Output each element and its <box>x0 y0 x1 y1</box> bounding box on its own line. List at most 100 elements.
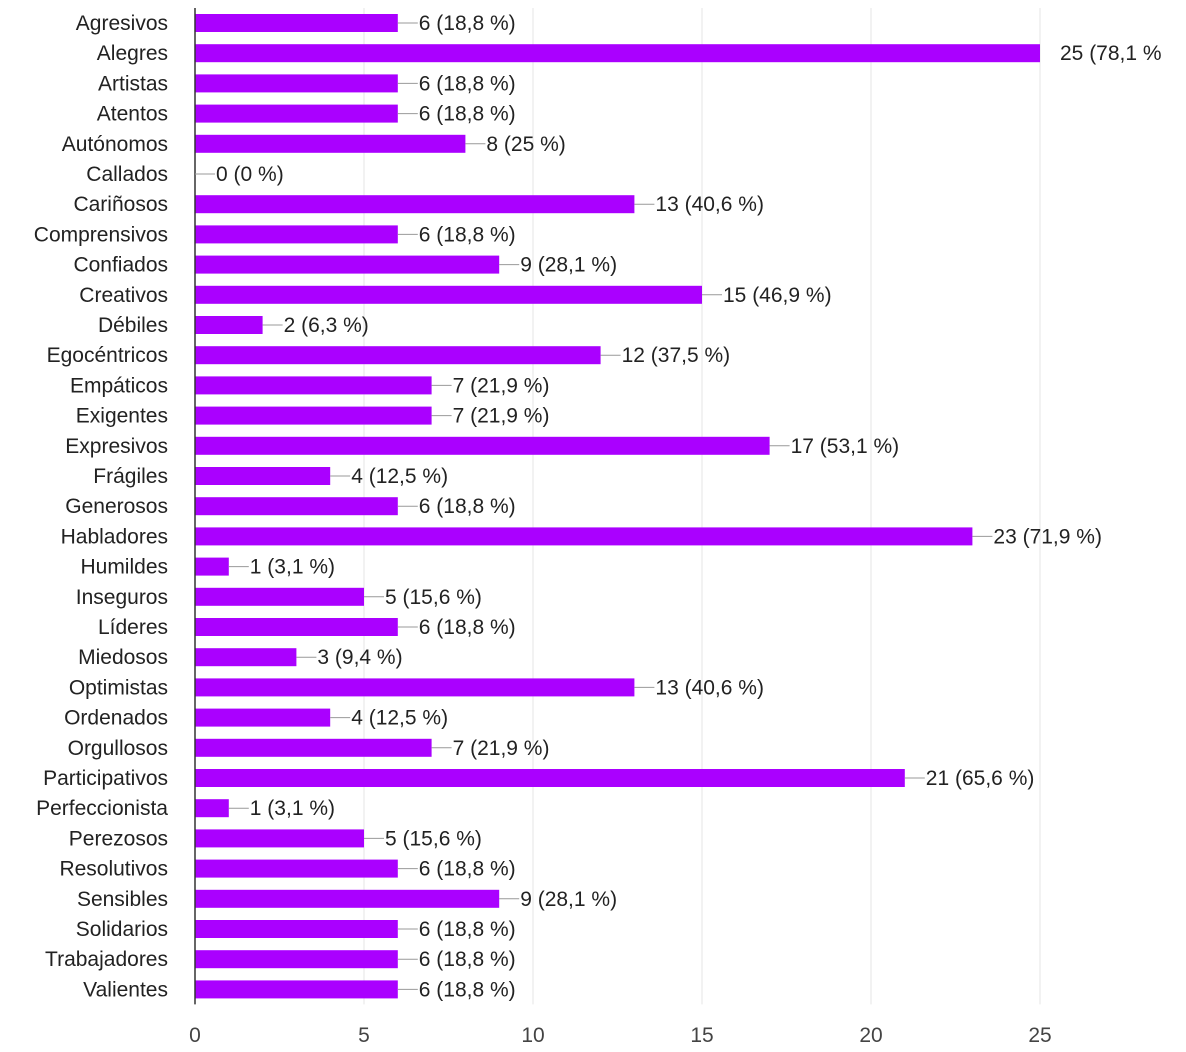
data-label: 2 (6,3 %) <box>284 314 369 337</box>
category-label: Miedosos <box>78 646 168 669</box>
category-label: Callados <box>86 163 168 186</box>
category-label: Orgullosos <box>68 737 168 760</box>
data-label: 4 (12,5 %) <box>351 707 448 730</box>
category-label: Humildes <box>80 556 168 579</box>
category-label: Trabajadores <box>45 948 168 971</box>
bar <box>195 467 331 485</box>
data-label: 17 (53,1 %) <box>791 435 900 458</box>
bar <box>195 346 601 365</box>
category-label: Egocéntricos <box>47 344 168 367</box>
data-label: 13 (40,6 %) <box>655 193 764 216</box>
bar <box>195 134 466 153</box>
bars <box>195 14 1040 999</box>
category-label: Creativos <box>79 284 168 307</box>
category-label: Sensibles <box>77 888 168 911</box>
data-label: 12 (37,5 %) <box>622 344 731 367</box>
category-label: Perezosos <box>69 827 168 850</box>
bar <box>195 44 1040 63</box>
data-label: 6 (18,8 %) <box>419 948 516 971</box>
category-label: Comprensivos <box>34 223 168 246</box>
data-label: 5 (15,6 %) <box>385 586 482 609</box>
bar <box>195 285 702 304</box>
bar <box>195 225 398 244</box>
category-label: Atentos <box>97 103 168 126</box>
bar <box>195 74 398 93</box>
data-label: 6 (18,8 %) <box>419 978 516 1001</box>
data-label: 25 (78,1 % <box>1060 42 1162 65</box>
data-label: 5 (15,6 %) <box>385 827 482 850</box>
data-label: 9 (28,1 %) <box>520 254 617 277</box>
bar <box>195 195 635 214</box>
x-tick-label: 10 <box>521 1024 544 1047</box>
bar <box>195 497 398 516</box>
bar <box>195 738 432 757</box>
x-tick-label: 15 <box>690 1024 713 1047</box>
bar <box>195 678 635 697</box>
data-label: 23 (71,9 %) <box>993 525 1102 548</box>
data-label: 15 (46,9 %) <box>723 284 832 307</box>
category-label: Autónomos <box>62 133 168 156</box>
bar <box>195 316 263 334</box>
category-label: Resolutivos <box>59 858 168 881</box>
x-tick-label: 20 <box>859 1024 882 1047</box>
bar <box>195 859 398 878</box>
data-label: 1 (3,1 %) <box>250 556 335 579</box>
data-label: 3 (9,4 %) <box>317 646 402 669</box>
data-label: 6 (18,8 %) <box>419 223 516 246</box>
bar <box>195 14 398 32</box>
bar <box>195 436 770 455</box>
category-label: Generosos <box>65 495 168 518</box>
data-label: 1 (3,1 %) <box>250 797 335 820</box>
bar <box>195 769 905 787</box>
category-label: Débiles <box>98 314 168 337</box>
category-label: Valientes <box>83 978 168 1001</box>
category-label: Ordenados <box>64 707 168 730</box>
bar <box>195 799 229 818</box>
category-label: Artistas <box>98 72 168 95</box>
category-label: Exigentes <box>76 405 168 428</box>
category-label: Inseguros <box>76 586 168 609</box>
labels: 0 5 10 15 20 25 Agresivos 6 (18,8 %) Alegres 25 (… <box>34 12 1162 1047</box>
category-label: Participativos <box>43 767 168 790</box>
data-label: 21 (65,6 %) <box>926 767 1035 790</box>
category-label: Empáticos <box>70 374 168 397</box>
bar <box>195 980 398 999</box>
category-label: Agresivos <box>76 12 168 35</box>
bar <box>195 618 398 636</box>
bar <box>195 950 398 969</box>
category-label: Perfeccionista <box>36 797 168 820</box>
category-label: Frágiles <box>93 465 168 488</box>
data-label: 0 (0 %) <box>216 163 284 186</box>
category-label: Líderes <box>98 616 168 639</box>
data-label: 7 (21,9 %) <box>453 405 550 428</box>
category-label: Cariñosos <box>73 193 168 216</box>
data-label: 6 (18,8 %) <box>419 918 516 941</box>
category-label: Solidarios <box>76 918 168 941</box>
bar <box>195 255 500 274</box>
data-label: 6 (18,8 %) <box>419 72 516 95</box>
data-label: 7 (21,9 %) <box>453 737 550 760</box>
data-label: 6 (18,8 %) <box>419 103 516 126</box>
bar <box>195 376 432 395</box>
bar <box>195 557 229 576</box>
bar <box>195 587 364 606</box>
category-label: Habladores <box>61 525 168 548</box>
category-label: Alegres <box>97 42 168 65</box>
bar <box>195 527 973 546</box>
data-label: 6 (18,8 %) <box>419 495 516 518</box>
bar <box>195 406 432 425</box>
data-label: 6 (18,8 %) <box>419 12 516 35</box>
x-tick-label: 25 <box>1028 1024 1051 1047</box>
bar <box>195 920 398 938</box>
data-label: 9 (28,1 %) <box>520 888 617 911</box>
x-tick-label: 0 <box>189 1024 201 1047</box>
bar <box>195 829 364 848</box>
category-label: Optimistas <box>69 676 168 699</box>
data-label: 7 (21,9 %) <box>453 374 550 397</box>
data-label: 6 (18,8 %) <box>419 616 516 639</box>
data-label: 6 (18,8 %) <box>419 858 516 881</box>
data-label: 8 (25 %) <box>486 133 565 156</box>
bar <box>195 104 398 123</box>
bar <box>195 708 331 727</box>
